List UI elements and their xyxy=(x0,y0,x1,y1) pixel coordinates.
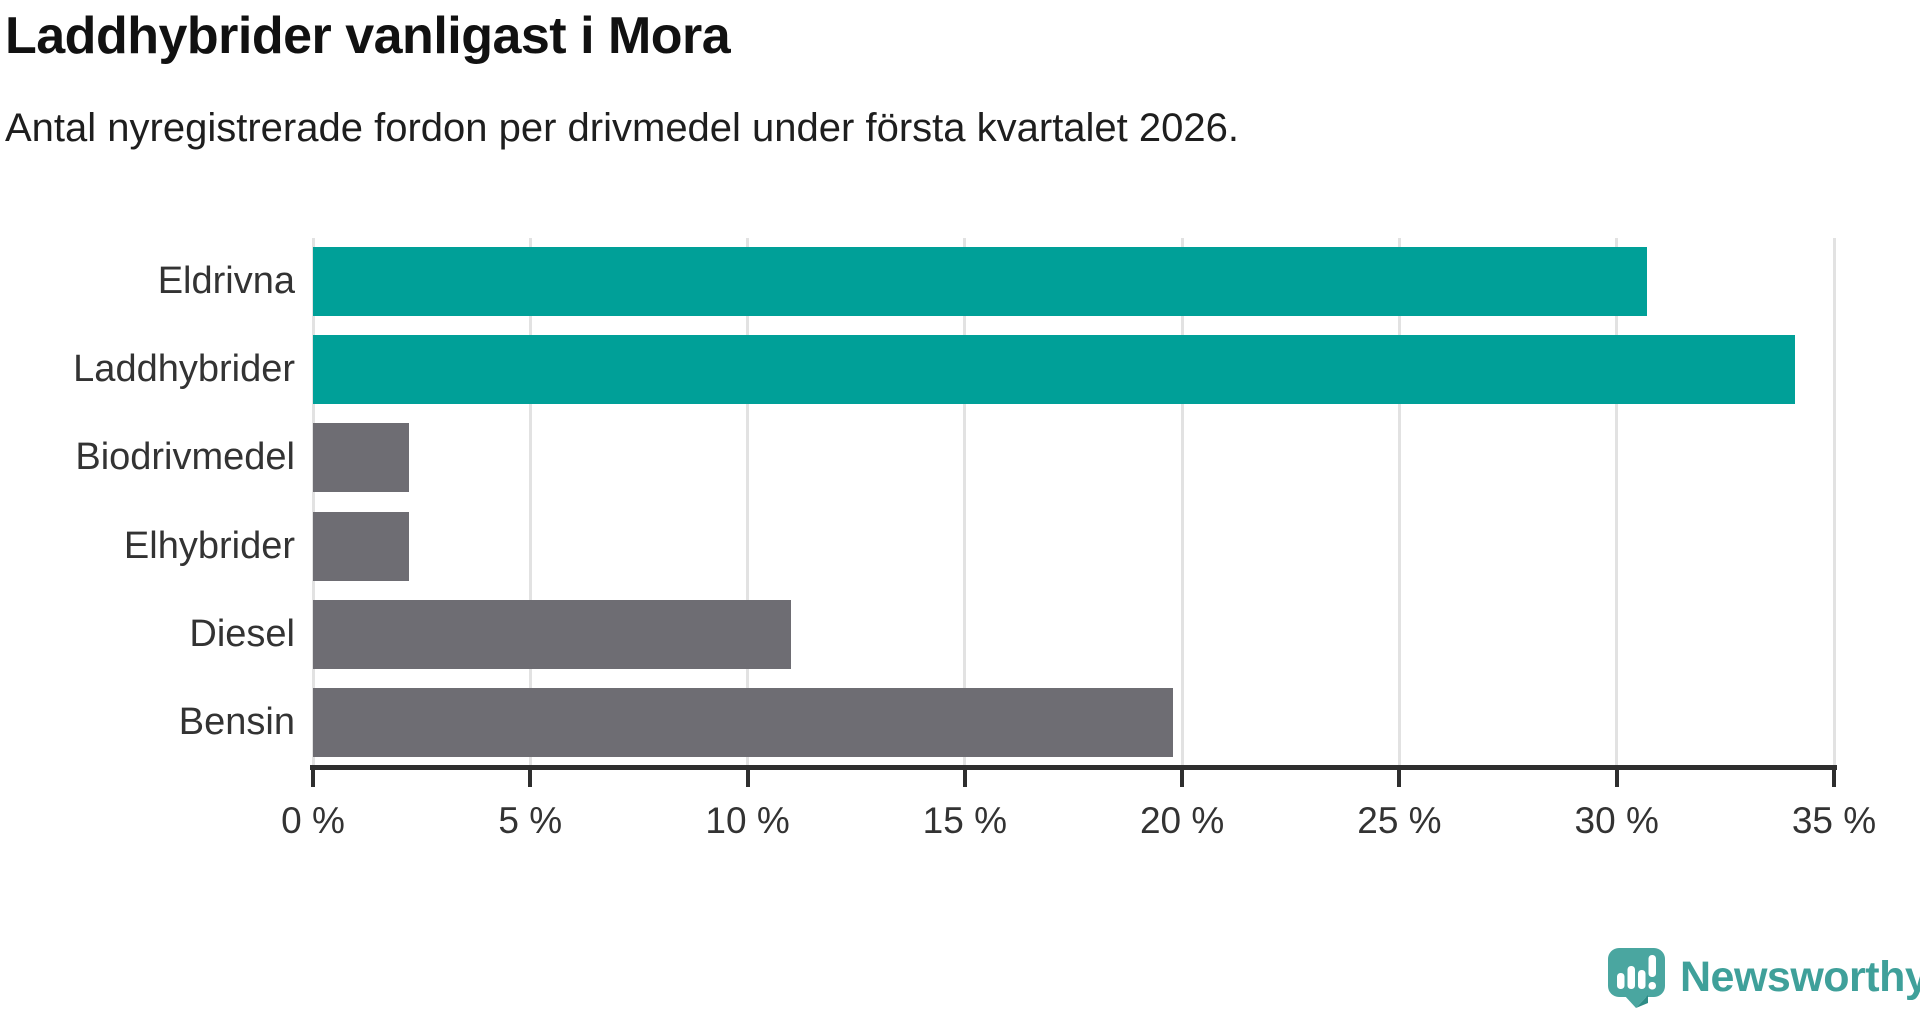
category-label: Biodrivmedel xyxy=(75,436,295,479)
axis-tick xyxy=(1397,770,1402,787)
gridline xyxy=(311,238,315,766)
category-label: Diesel xyxy=(189,612,295,655)
gridline xyxy=(746,238,750,766)
bar xyxy=(313,511,409,581)
axis-tick-label: 25 % xyxy=(1357,800,1442,841)
category-label: Eldrivna xyxy=(157,260,295,302)
x-axis-line xyxy=(310,765,1837,770)
gridline xyxy=(1615,238,1619,766)
bar xyxy=(313,599,792,669)
category-label: Bensin xyxy=(178,701,295,743)
logo-text: Newsworthy xyxy=(1680,952,1920,1001)
axis-tick-label: 20 % xyxy=(1139,800,1225,841)
gridline xyxy=(528,238,532,766)
axis-tick xyxy=(311,770,315,787)
bar xyxy=(313,423,409,493)
newsworthy-speech-bubble-chart-icon xyxy=(1608,948,1665,1008)
bar xyxy=(313,247,1648,316)
newsworthy-logo: Newsworthy xyxy=(1605,946,1920,1008)
axis-tick xyxy=(1180,770,1185,787)
bar xyxy=(313,688,1174,757)
axis-tick xyxy=(1832,770,1836,787)
gridline xyxy=(1832,238,1836,766)
axis-tick-label: 15 % xyxy=(922,800,1008,841)
axis-tick-label: 5 % xyxy=(498,800,563,841)
category-label: Elhybrider xyxy=(123,524,295,567)
chart-title: Laddhybrider vanligast i Mora xyxy=(5,7,731,65)
axis-tick-label: 0 % xyxy=(281,800,345,841)
gridline xyxy=(1397,238,1401,766)
bar xyxy=(313,335,1795,405)
plot-area xyxy=(311,238,1836,766)
axis-tick-label: 10 % xyxy=(705,800,790,841)
gridline xyxy=(1180,238,1184,766)
axis-tick-label: 35 % xyxy=(1791,800,1877,841)
gridline xyxy=(963,238,967,766)
axis-tick xyxy=(962,770,967,787)
axis-tick-label: 30 % xyxy=(1574,800,1659,841)
axis-tick xyxy=(1614,770,1619,787)
axis-tick xyxy=(745,770,750,787)
chart-subtitle: Antal nyregistrerade fordon per drivmede… xyxy=(5,106,1240,150)
category-label: Laddhybrider xyxy=(73,348,295,391)
axis-tick xyxy=(528,770,533,787)
